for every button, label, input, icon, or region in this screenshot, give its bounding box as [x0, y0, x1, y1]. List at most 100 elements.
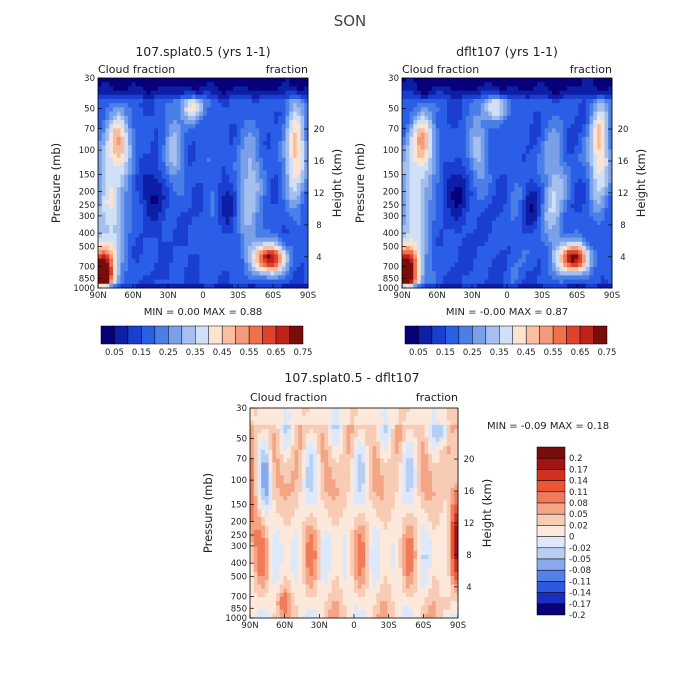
heatmap-cell [266, 246, 271, 251]
heatmap-cell [206, 149, 211, 155]
heatmap-cell [473, 233, 478, 239]
heatmap-cell [447, 199, 452, 205]
heatmap-cell [251, 82, 256, 87]
heatmap-cell [469, 111, 474, 117]
heatmap-cell [289, 254, 294, 260]
heatmap-cell [199, 115, 204, 121]
heatmap-cell [529, 107, 534, 113]
heatmap-cell [101, 204, 106, 209]
heatmap-cell [154, 132, 159, 138]
heatmap-cell [244, 124, 249, 129]
heatmap-cell [304, 136, 309, 142]
heatmap-cell [473, 225, 478, 230]
heatmap-cell [98, 149, 103, 155]
heatmap-cell [537, 99, 542, 104]
heatmap-cell [180, 86, 185, 92]
heatmap-cell [150, 149, 155, 155]
heatmap-cell [405, 141, 410, 146]
heatmap-cell [173, 275, 178, 281]
heatmap-cell [158, 157, 163, 163]
heatmap-cell [221, 111, 226, 117]
heatmap-cell [458, 90, 463, 96]
heatmap-cell [251, 90, 256, 96]
heatmap-cell [259, 174, 264, 180]
heatmap-cell [263, 107, 268, 113]
heatmap-cell [278, 208, 283, 213]
heatmap-cell [525, 233, 530, 239]
heatmap-cell [281, 275, 286, 281]
heatmap-cell [195, 199, 200, 205]
heatmap-cell [510, 204, 515, 209]
heatmap-cell [469, 124, 474, 129]
heatmap-cell [300, 128, 305, 134]
heatmap-cell [184, 132, 189, 138]
heatmap-cell [473, 183, 478, 188]
heatmap-cell [488, 111, 493, 117]
heatmap-cell [604, 183, 609, 188]
heatmap-cell [278, 157, 283, 163]
heatmap-cell [552, 145, 557, 150]
heatmap-cell [593, 99, 598, 104]
heatmap-cell [150, 225, 155, 230]
heatmap-cell [244, 199, 249, 205]
heatmap-cell [188, 283, 193, 289]
heatmap-cell [206, 128, 211, 134]
heatmap-cell [158, 170, 163, 176]
heatmap-cell [169, 250, 174, 255]
heatmap-cell [281, 216, 286, 222]
heatmap-cell [191, 208, 196, 213]
heatmap-cell [428, 107, 433, 113]
heatmap-cell [567, 157, 572, 163]
heatmap-cell [518, 229, 523, 234]
heatmap-cell [263, 174, 268, 180]
heatmap-cell [499, 153, 504, 159]
heatmap-cell [195, 187, 200, 192]
heatmap-cell [206, 162, 211, 167]
heatmap-cell [428, 124, 433, 129]
heatmap-cell [150, 86, 155, 92]
heatmap-cell [195, 90, 200, 96]
heatmap-cell [300, 78, 305, 83]
heatmap-cell [143, 229, 148, 234]
heatmap-cell [522, 187, 527, 192]
colorbar-label: 0.25 [159, 348, 178, 358]
heatmap-cell [236, 229, 241, 234]
heatmap-cell [582, 199, 587, 205]
heatmap-cell [180, 187, 185, 192]
heatmap-cell [578, 124, 583, 129]
heatmap-cell [146, 183, 151, 188]
heatmap-cell [503, 157, 508, 163]
heatmap-cell [567, 208, 572, 213]
heatmap-cell [195, 275, 200, 281]
heatmap-cell [128, 271, 133, 276]
heatmap-cell [469, 132, 474, 138]
heatmap-cell [293, 111, 298, 117]
panel-1-colorbar: 0.05 0.15 0.25 0.35 0.45 0.55 0.65 0.75 [100, 325, 312, 358]
heatmap-cell [454, 90, 459, 96]
heatmap-cell [281, 262, 286, 268]
heatmap-cell [559, 82, 564, 87]
heatmap-cell [447, 174, 452, 180]
colorbar-swatch [127, 325, 142, 345]
heatmap-cell [540, 178, 545, 184]
heatmap-cell [510, 107, 515, 113]
heatmap-cell [278, 141, 283, 146]
heatmap-cell [158, 216, 163, 222]
heatmap-cell [608, 162, 613, 167]
heatmap-cell [477, 124, 482, 129]
heatmap-cell [270, 208, 275, 213]
heatmap-cell [522, 115, 527, 121]
heatmap-cell [537, 216, 542, 222]
heatmap-cell [150, 237, 155, 243]
heatmap-cell [98, 90, 103, 96]
heatmap-cell [462, 225, 467, 230]
heatmap-cell [274, 216, 279, 222]
heatmap-cell [447, 233, 452, 239]
heatmap-cell [462, 149, 467, 155]
heatmap-cell [559, 136, 564, 142]
heatmap-cell [116, 78, 121, 83]
heatmap-cell [161, 258, 166, 264]
heatmap-cell [109, 233, 114, 239]
heatmap-cell [143, 191, 148, 197]
heatmap-cell [424, 178, 429, 184]
